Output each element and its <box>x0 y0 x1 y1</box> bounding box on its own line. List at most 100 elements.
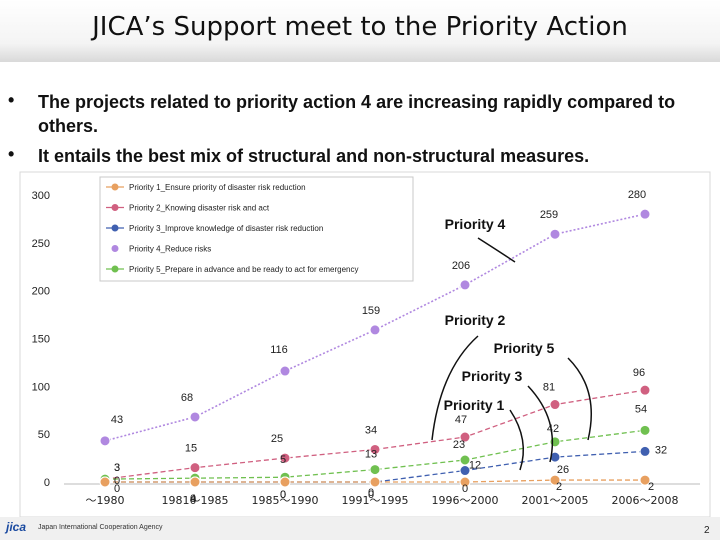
data-label-p2: 81 <box>543 382 555 394</box>
data-label-p1: 2 <box>648 481 654 493</box>
y-tick-label: 300 <box>32 190 50 202</box>
data-label-p4: 206 <box>452 260 470 272</box>
legend-label-p4: Priority 4_Reduce risks <box>129 245 211 254</box>
x-tick-label: 1985～1990 <box>252 494 319 507</box>
bullet-text: It entails the best mix of structural an… <box>38 146 590 166</box>
arrow-priority-3 <box>527 385 554 463</box>
data-point-p5 <box>459 454 471 466</box>
data-point-p2 <box>549 399 561 411</box>
data-label-p1: 0 <box>114 483 120 495</box>
data-point-p2 <box>369 443 381 455</box>
data-label-p2: 3 <box>114 462 120 474</box>
bullet-text: The projects related to priority action … <box>38 92 676 136</box>
data-point-p3 <box>549 451 561 463</box>
legend-swatch-marker <box>111 224 119 232</box>
legend-swatch-marker <box>111 183 119 191</box>
data-label-p5: 23 <box>453 439 465 451</box>
x-tick-label: 2006～2008 <box>612 494 679 507</box>
data-label-p1: 0 <box>280 489 286 501</box>
data-label-p2: 15 <box>185 443 197 455</box>
data-point-p1 <box>549 474 561 486</box>
data-point-p4 <box>639 208 651 220</box>
x-tick-label: 1991～1995 <box>342 494 409 507</box>
legend-label-p5: Priority 5_Prepare in advance and be rea… <box>129 265 358 274</box>
data-label-p5: 5 <box>280 454 286 466</box>
data-label-p3: 32 <box>655 444 667 456</box>
data-label-p5: 3 <box>114 462 120 474</box>
data-point-p4 <box>459 279 471 291</box>
data-point-p3 <box>459 465 471 477</box>
chart-legend: Priority 1_Ensure priority of disaster r… <box>99 176 414 282</box>
data-point-p2 <box>189 462 201 474</box>
data-label-p4: 43 <box>111 414 123 426</box>
callout-label: Priority 2 <box>445 312 506 328</box>
y-axis-tick-labels: 0 50 100 150 200 250 300 <box>32 190 50 489</box>
callout-arrows <box>431 237 592 471</box>
data-point-p2 <box>459 431 471 443</box>
data-label-p4: 280 <box>628 189 646 201</box>
data-label-p5: 54 <box>635 403 647 415</box>
y-tick-label: 150 <box>32 334 50 346</box>
arrow-priority-2 <box>431 335 479 441</box>
data-point-p1 <box>279 476 291 488</box>
y-tick-label: 50 <box>38 429 50 441</box>
jica-logo: jica <box>6 520 27 534</box>
legend-label-p3: Priority 3_Improve knowledge of disaster… <box>129 224 323 233</box>
series-points <box>99 208 651 488</box>
data-label-p3: 0 <box>190 495 196 507</box>
slide-title: JICA’s Support meet to the Priority Acti… <box>92 12 628 42</box>
y-tick-label: 0 <box>44 477 50 489</box>
data-label-p4: 259 <box>540 209 558 221</box>
y-tick-label: 200 <box>32 286 50 298</box>
data-label-p2: 47 <box>455 414 467 426</box>
data-label-p4: 116 <box>270 344 288 356</box>
y-tick-label: 250 <box>32 238 50 250</box>
callout-annotations: Priority 4 Priority 2 Priority 5 Priority 3… <box>444 216 555 413</box>
arrow-priority-1 <box>509 409 525 471</box>
footer-bar <box>0 517 720 540</box>
y-tick-label: 100 <box>32 381 50 393</box>
data-label-p3: 0 <box>368 487 374 499</box>
data-point-p3 <box>639 445 651 457</box>
data-point-p1 <box>189 476 201 488</box>
data-label-p1: 0 <box>368 489 374 501</box>
data-point-p4 <box>549 228 561 240</box>
data-label-p3: 0 <box>280 489 286 501</box>
page-number: 2 <box>704 525 710 536</box>
data-label-p2: 34 <box>365 424 377 436</box>
data-point-p1 <box>369 476 381 488</box>
legend-swatch-marker <box>111 204 119 211</box>
callout-label: Priority 3 <box>462 368 523 384</box>
x-tick-label: 1996～2000 <box>432 494 499 507</box>
legend-box <box>99 176 414 282</box>
data-point-p5 <box>549 436 561 448</box>
legend-label-p2: Priority 2_Knowing disaster risk and act <box>129 204 270 213</box>
arrow-priority-4 <box>477 237 516 263</box>
data-point-p1 <box>639 474 651 486</box>
callout-label: Priority 4 <box>445 216 506 232</box>
data-label-p2: 96 <box>633 367 645 379</box>
legend-label-p1: Priority 1_Ensure priority of disaster r… <box>129 183 306 192</box>
data-point-p2 <box>639 384 651 396</box>
data-label-p4: 68 <box>181 392 193 404</box>
data-point-p4 <box>99 435 111 447</box>
data-label-p5: 42 <box>547 423 559 435</box>
data-point-p4 <box>189 411 201 423</box>
x-tick-label: ～1980 <box>86 494 125 507</box>
data-point-p4 <box>279 365 291 377</box>
data-label-p1: 0 <box>462 483 468 495</box>
legend-swatch-marker <box>111 265 119 273</box>
data-point-p1 <box>99 476 111 488</box>
data-point-p5 <box>639 424 651 436</box>
data-label-p1: 0 <box>190 493 196 505</box>
arrow-priority-5 <box>567 357 592 441</box>
data-label-p3: 26 <box>557 464 569 476</box>
bullet-dot: • <box>8 144 15 164</box>
callout-label: Priority 1 <box>444 397 505 413</box>
data-label-p5: 4 <box>190 493 196 505</box>
data-label-p4: 159 <box>362 305 380 317</box>
data-point-p5 <box>369 464 381 476</box>
data-label-p3: 0 <box>114 475 120 487</box>
